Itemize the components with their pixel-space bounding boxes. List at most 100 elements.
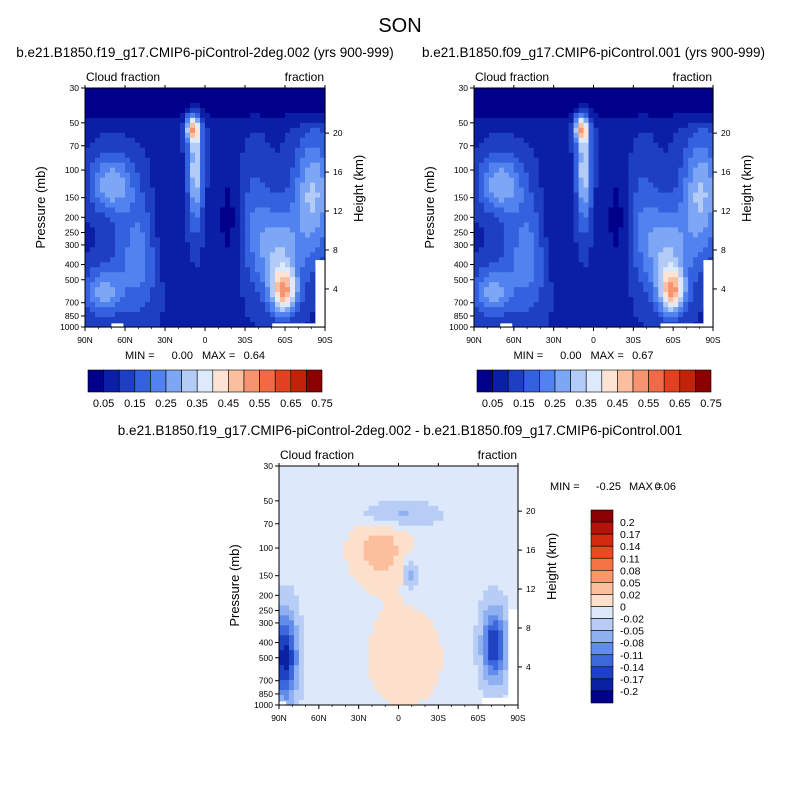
heatmap-cell [693,162,699,169]
heatmap-cell [573,197,580,204]
heatmap-cell [160,212,166,219]
heatmap-cell [120,197,126,204]
heatmap-cell [708,107,714,114]
heatmap-cell [245,252,251,258]
heatmap-cell [175,117,181,124]
heatmap-cell [115,292,121,298]
heatmap-cell [250,157,256,164]
heatmap-cell [633,152,639,159]
heatmap-cell [663,222,669,229]
heatmap-cell [110,182,116,189]
heatmap-cell [155,157,161,164]
heatmap-cell [195,88,201,94]
heatmap-cell [633,287,639,293]
heatmap-cell [210,232,216,238]
heatmap-cell [478,97,485,104]
heatmap-cell [235,247,241,253]
heatmap-cell [648,107,654,114]
heatmap-cell [593,112,600,119]
heatmap-cell [310,227,316,233]
heatmap-cell [563,202,570,209]
heatmap-cell [668,242,674,248]
heatmap-cell [275,127,281,134]
heatmap-cell [300,192,306,199]
heatmap-cell [308,475,315,482]
heatmap-cell [255,252,261,258]
heatmap-cell [688,277,694,283]
heatmap-cell [543,97,550,104]
heatmap-cell [643,92,649,99]
heatmap-cell [300,92,306,99]
heatmap-cell [155,92,161,99]
heatmap-cell [623,122,629,129]
heatmap-cell [265,172,271,179]
heatmap-cell [593,142,600,149]
heatmap-cell [305,287,311,293]
heatmap-cell [583,217,590,224]
heatmap-cell [85,112,91,119]
heatmap-cell [488,112,495,119]
heatmap-cell [653,147,659,154]
heatmap-cell [503,182,510,189]
heatmap-cell [150,297,156,303]
heatmap-cell [265,117,271,124]
heatmap-cell [578,302,585,308]
heatmap-cell [613,187,619,194]
x-tick-label: 90N [466,335,482,345]
y2-tick-label: 8 [333,245,338,255]
heatmap-cell [593,237,600,243]
heatmap-cell [518,287,525,293]
heatmap-cell [588,272,595,278]
heatmap-cell [513,202,520,209]
heatmap-cell [708,88,714,94]
heatmap-cell [518,322,525,328]
heatmap-cell [240,157,246,164]
heatmap-cell [588,277,595,283]
heatmap-cell [563,252,570,258]
heatmap-cell [488,312,495,318]
heatmap-cell [220,137,226,144]
heatmap-cell [280,167,286,174]
heatmap-cell [255,242,261,248]
heatmap-cell [593,252,600,258]
heatmap-cell [353,475,360,482]
heatmap-cell [150,307,156,313]
heatmap-cell [483,192,490,199]
heatmap-cell [250,222,256,229]
heatmap-cell [568,247,575,253]
heatmap-cell [160,282,166,288]
heatmap-cell [200,177,206,184]
heatmap-cell [548,227,555,233]
heatmap-cell [668,267,674,273]
heatmap-cell [353,470,360,477]
heatmap-cell [275,207,281,214]
heatmap-cell [135,192,141,199]
heatmap-cell [180,147,186,154]
heatmap-cell [508,207,515,214]
heatmap-cell [200,92,206,99]
heatmap-cell [568,167,575,174]
heatmap-cell [305,282,311,288]
heatmap-cell [543,88,550,94]
heatmap-cell [85,247,91,253]
heatmap-cell [474,202,480,209]
heatmap-cell [488,97,495,104]
heatmap-cell [260,282,266,288]
heatmap-cell [260,147,266,154]
heatmap-cell [653,282,659,288]
heatmap-cell [190,152,196,159]
heatmap-cell [658,162,664,169]
heatmap-cell [320,88,326,94]
heatmap-cell [120,267,126,273]
heatmap-cell [558,317,565,323]
heatmap-cell [270,102,276,109]
heatmap-cell [493,317,500,323]
heatmap-cell [393,470,400,477]
heatmap-cell [528,187,535,194]
heatmap-cell [240,107,246,114]
heatmap-cell [663,207,669,214]
heatmap-cell [250,88,256,94]
heatmap-cell [428,475,434,482]
heatmap-cell [300,277,306,283]
heatmap-cell [85,252,91,258]
